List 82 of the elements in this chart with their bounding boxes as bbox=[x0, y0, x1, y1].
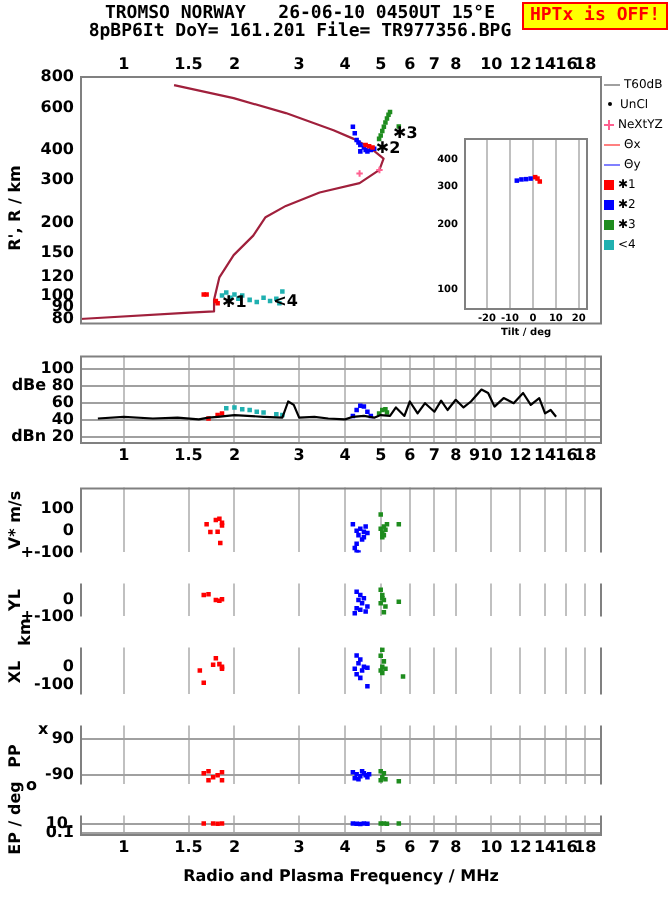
x-tick-label: 1.5 bbox=[174, 837, 204, 856]
x-tick-label: 1 bbox=[118, 54, 131, 73]
x-tick-label: 7 bbox=[428, 837, 440, 856]
y-tick-label: 90 bbox=[51, 296, 75, 315]
x-tick-label: 1.5 bbox=[174, 445, 204, 464]
y-tick-label: 400 bbox=[40, 140, 75, 159]
y-tick-label: 600 bbox=[40, 97, 75, 116]
x-tick-label: 1.5 bbox=[174, 54, 204, 73]
x-tick-label: 6 bbox=[404, 837, 417, 856]
y-tick-label: -90 bbox=[45, 765, 75, 784]
x-tick-label: 14 bbox=[533, 445, 558, 464]
y-tick-label: 90 bbox=[51, 728, 75, 747]
x-tick-label: 3 bbox=[293, 54, 305, 73]
x-tick-label: 4 bbox=[339, 445, 352, 464]
x-tick-label: 16 bbox=[555, 837, 579, 856]
x-tick-label: 2 bbox=[228, 445, 241, 464]
x-tick-label: 7 bbox=[428, 445, 440, 464]
text: HPTx is OFF! bbox=[521, 2, 668, 30]
x-tick-label: 3 bbox=[293, 445, 305, 464]
x-tick-label: 12 bbox=[509, 837, 532, 856]
x-tick-label: 5 bbox=[375, 837, 388, 856]
y-axis-title: V* m/s bbox=[6, 490, 24, 550]
y-tick-label: dBe 80 bbox=[11, 376, 75, 395]
annotation: ✱1 bbox=[222, 293, 248, 312]
y-tick-label: 150 bbox=[40, 243, 75, 262]
x-tick-label: 10 bbox=[480, 445, 504, 464]
x-tick-label: 4 bbox=[339, 837, 352, 856]
y-tick-label: 60 bbox=[51, 393, 75, 412]
y-tick-label: 120 bbox=[40, 266, 75, 285]
x-tick-label: 6 bbox=[404, 54, 417, 73]
text: x bbox=[38, 720, 49, 738]
x-tick-label: 1 bbox=[118, 837, 131, 856]
y-axis-title: R', R / km bbox=[6, 165, 24, 251]
text: km bbox=[16, 618, 34, 646]
x-tick-label: 7 bbox=[428, 54, 440, 73]
annotation: ✱2 bbox=[375, 138, 401, 157]
x-tick-label: 18 bbox=[574, 837, 598, 856]
y-tick-label: 100 bbox=[40, 359, 75, 378]
x-tick-label: 2 bbox=[228, 54, 241, 73]
y-tick-label: -100 bbox=[33, 675, 75, 694]
y-tick-label: 80 bbox=[51, 309, 75, 328]
x-tick-label: 6 bbox=[404, 445, 417, 464]
x-tick-label: 10 bbox=[480, 837, 504, 856]
x-tick-label: 1 bbox=[118, 445, 131, 464]
x-tick-label: 16 bbox=[555, 54, 579, 73]
x-tick-label: 8 bbox=[450, 837, 463, 856]
x-tick-label: 5 bbox=[375, 445, 388, 464]
x-tick-label: 14 bbox=[533, 837, 558, 856]
x-tick-label: 12 bbox=[509, 445, 532, 464]
y-tick-label: 800 bbox=[40, 67, 75, 86]
x-tick-label: 16 bbox=[555, 445, 579, 464]
y-tick-label: 300 bbox=[40, 170, 75, 189]
x-tick-label: 2 bbox=[228, 837, 241, 856]
y-axis-title: YL bbox=[6, 589, 24, 611]
x-tick-label: 8 bbox=[450, 54, 463, 73]
y-tick-label: 0 bbox=[62, 590, 75, 609]
y-tick-label: 0 bbox=[62, 657, 75, 676]
annotation: <4 bbox=[273, 292, 299, 311]
y-axis-title: PP bbox=[6, 743, 24, 767]
y-tick-label: 100 bbox=[40, 499, 75, 518]
y-tick-label: 200 bbox=[40, 212, 75, 231]
x-tick-label: 14 bbox=[533, 54, 558, 73]
x-axis-title: Radio and Plasma Frequency / MHz bbox=[183, 866, 500, 885]
y-tick-label: 0 bbox=[62, 520, 75, 539]
text: o bbox=[26, 776, 37, 794]
y-tick-label: +-100 bbox=[20, 542, 75, 561]
chart-title: TROMSO NORWAY 26-06-10 0450UT 15°E bbox=[104, 4, 496, 24]
x-tick-label: 18 bbox=[574, 54, 598, 73]
x-tick-label: 5 bbox=[375, 54, 388, 73]
x-tick-label: 8 bbox=[450, 445, 463, 464]
x-tick-label: 12 bbox=[509, 54, 532, 73]
annotation: ✱3 bbox=[393, 124, 418, 143]
y-axis-title: EP / deg bbox=[6, 781, 24, 855]
x-tick-label: 10 bbox=[480, 54, 504, 73]
y-tick-label: dBn 20 bbox=[11, 427, 75, 446]
x-tick-label: 3 bbox=[293, 837, 305, 856]
x-tick-label: 9 bbox=[468, 445, 481, 464]
y-tick-label: 40 bbox=[51, 410, 75, 429]
chart-subtitle: 8pBP6It DoY= 161.201 File= TR977356.BPG bbox=[88, 22, 512, 42]
y-axis-title: XL bbox=[6, 659, 24, 683]
x-tick-label: 4 bbox=[339, 54, 352, 73]
x-tick-label: 18 bbox=[574, 445, 598, 464]
